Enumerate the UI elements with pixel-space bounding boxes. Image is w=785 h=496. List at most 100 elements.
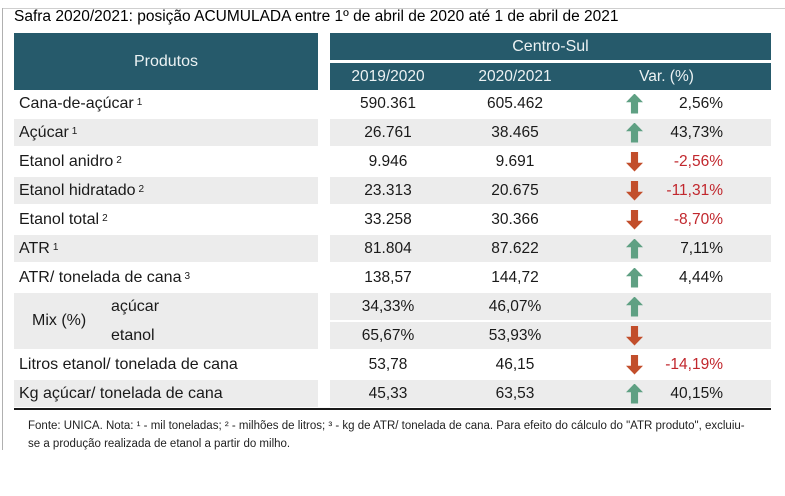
row-label-sup: 1: [71, 126, 78, 137]
value-2020-2021: 87.622: [446, 235, 584, 262]
row-label-text: Cana-de-açúcar: [19, 94, 134, 112]
value-2019-2020: 53,78: [330, 351, 446, 378]
arrow-up-icon: [626, 238, 643, 259]
row-label-text: ATR: [19, 239, 50, 257]
arrow-down-icon: [626, 180, 643, 201]
row-label-text: Kg açúcar/ tonelada de cana: [19, 384, 223, 402]
mix-group: Mix (%) açúcar etanol 34,33% 46,07% 65,6…: [14, 293, 771, 349]
variation-value: -11,31%: [666, 181, 723, 199]
value-2019-2020: 33.258: [330, 206, 446, 233]
value-2020-2021: 63,53: [446, 380, 584, 407]
arrow-down-icon: [626, 209, 643, 230]
table-row: Litros etanol/ tonelada de cana 53,78 46…: [14, 351, 771, 378]
value-2019-2020: 590.361: [330, 90, 446, 117]
variation-value: 2,56%: [679, 94, 723, 112]
row-label-sup: 3: [184, 271, 191, 282]
value-2019-2020: 81.804: [330, 235, 446, 262]
column-gap: [318, 351, 330, 378]
arrow-down-icon: [626, 151, 643, 172]
value-2019-2020: 9.946: [330, 148, 446, 175]
table-header: Produtos Centro-Sul 2019/2020 2020/2021 …: [14, 33, 771, 90]
variation-cell: -11,31%: [584, 177, 771, 204]
variation-cell: 43,73%: [584, 119, 771, 146]
row-label: etanol: [111, 326, 155, 344]
variation-cell: 40,15%: [584, 380, 771, 407]
column-gap: [318, 177, 330, 204]
variation-value: 40,15%: [670, 384, 723, 402]
frame-top-line: [2, 8, 785, 9]
sub-header-row: 2019/2020 2020/2021 Var. (%): [330, 63, 771, 90]
table-row: Etanol anidro 2 9.946 9.691 -2,56%: [14, 148, 771, 175]
row-label: ATR 1: [14, 235, 318, 262]
row-label: Etanol hidratado 2: [14, 177, 318, 204]
row-label-sup: 1: [136, 97, 143, 108]
value-2019-2020: 138,57: [330, 264, 446, 291]
row-label-text: Litros etanol/ tonelada de cana: [19, 355, 238, 373]
variation-header: Var. (%): [639, 67, 694, 85]
value-2020-2021: 20.675: [446, 177, 584, 204]
region-header-cell: Centro-Sul: [330, 33, 771, 60]
row-label-sup: 1: [52, 242, 59, 253]
value-2020-2021: 38.465: [446, 119, 584, 146]
season-1-header: 2019/2020: [351, 67, 425, 85]
mix-sublabels: açúcar etanol: [111, 293, 159, 349]
arrow-up-icon: [626, 93, 643, 114]
row-label-sup: 2: [102, 213, 108, 224]
variation-value: 43,73%: [670, 123, 723, 141]
variation-value: -2,56%: [673, 152, 723, 170]
arrow-up-icon: [626, 122, 643, 143]
variation-cell: [584, 322, 771, 349]
value-2019-2020: 45,33: [330, 380, 446, 407]
arrow-up-icon: [626, 296, 643, 317]
table-row: Etanol total 2 33.258 30.366 -8,70%: [14, 206, 771, 233]
row-label-sup: 2: [116, 155, 122, 166]
value-2020-2021: 53,93%: [446, 322, 584, 349]
variation-cell: 2,56%: [584, 90, 771, 117]
column-gap: [318, 90, 330, 117]
value-2020-2021: 46,15: [446, 351, 584, 378]
value-2019-2020: 34,33%: [330, 293, 446, 320]
row-label-text: Açúcar: [19, 123, 69, 141]
row-label: ATR/ tonelada de cana 3: [14, 264, 318, 291]
value-2019-2020: 26.761: [330, 119, 446, 146]
row-label: Cana-de-açúcar 1: [14, 90, 318, 117]
variation-cell: 7,11%: [584, 235, 771, 262]
value-2019-2020: 23.313: [330, 177, 446, 204]
row-label-sup: 2: [138, 184, 145, 195]
season-2-header: 2020/2021: [478, 67, 552, 85]
variation-value: 4,44%: [679, 268, 723, 286]
mix-group-label: Mix (%): [32, 312, 87, 329]
row-label-text: Etanol hidratado: [19, 181, 136, 199]
value-2019-2020: 65,67%: [330, 322, 446, 349]
footnote: Fonte: UNICA. Nota: ¹ - mil toneladas; ²…: [28, 420, 745, 450]
column-gap: [318, 264, 330, 291]
page-title: Safra 2020/2021: posição ACUMULADA entre…: [14, 8, 619, 25]
value-2020-2021: 605.462: [446, 90, 584, 117]
arrow-up-icon: [626, 383, 643, 404]
table-row: Etanol hidratado 2 23.313 20.675 -11,31%: [14, 177, 771, 204]
row-label: Etanol total 2: [14, 206, 318, 233]
arrow-down-icon: [626, 354, 643, 375]
table-bottom-border: [14, 408, 771, 410]
variation-value: 7,11%: [680, 239, 723, 257]
column-gap: [318, 206, 330, 233]
column-gap: [318, 235, 330, 262]
arrow-up-icon: [626, 267, 643, 288]
table-row: Açúcar 1 26.761 38.465 43,73%: [14, 119, 771, 146]
value-2020-2021: 9.691: [446, 148, 584, 175]
variation-cell: [584, 293, 771, 320]
variation-cell: -2,56%: [584, 148, 771, 175]
table-row: ATR/ tonelada de cana 3 138,57 144,72 4,4…: [14, 264, 771, 291]
column-gap: [318, 148, 330, 175]
variation-value: -8,70%: [673, 210, 723, 228]
row-label: Litros etanol/ tonelada de cana: [14, 351, 318, 378]
header-right-block: Centro-Sul 2019/2020 2020/2021 Var. (%): [330, 33, 771, 90]
row-label: Etanol anidro 2: [14, 148, 318, 175]
frame-left-line: [2, 8, 3, 450]
value-2020-2021: 30.366: [446, 206, 584, 233]
row-label: açúcar: [111, 297, 160, 315]
column-gap: [318, 33, 330, 90]
variation-cell: 4,44%: [584, 264, 771, 291]
header-divider: [330, 60, 771, 63]
data-table: Produtos Centro-Sul 2019/2020 2020/2021 …: [14, 33, 771, 410]
